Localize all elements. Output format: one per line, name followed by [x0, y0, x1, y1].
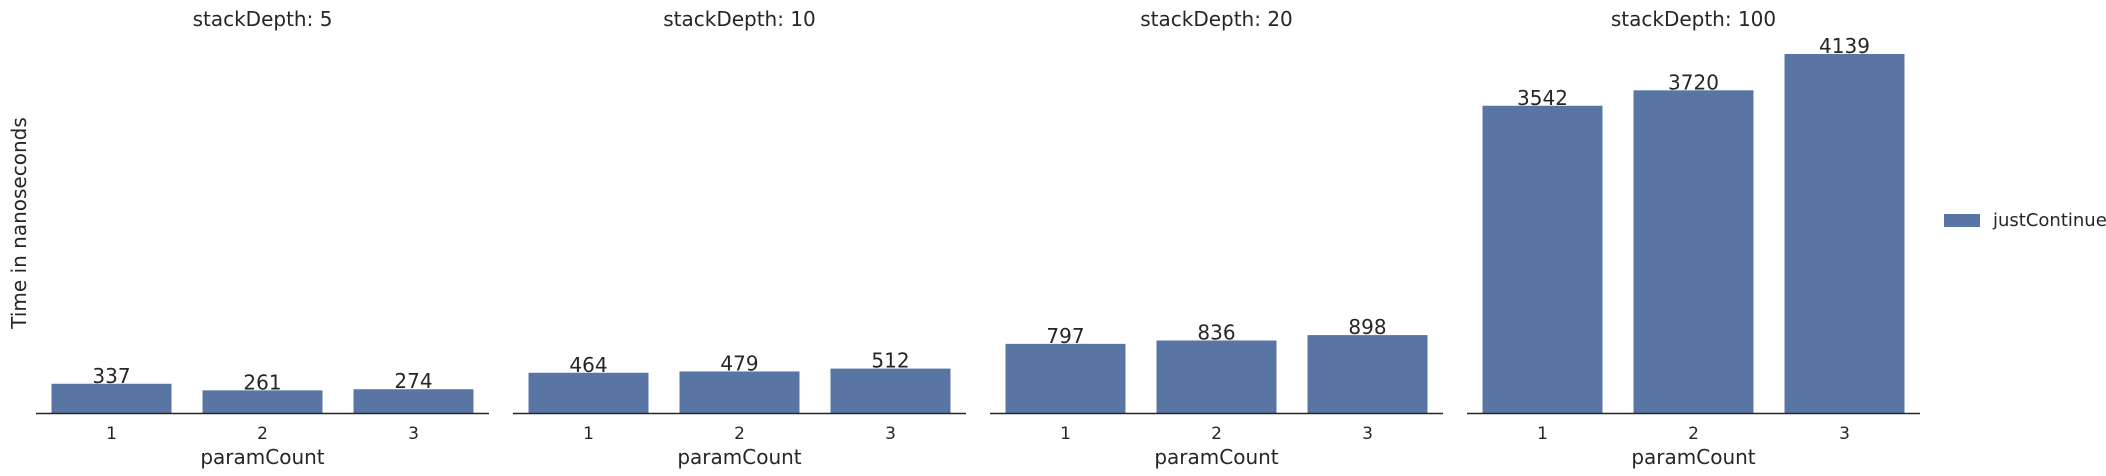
- panel-title: stackDepth: 10: [663, 7, 816, 31]
- panel-title: stackDepth: 100: [1611, 7, 1776, 31]
- x-axis-label: paramCount: [1154, 445, 1278, 469]
- bar: [51, 383, 172, 413]
- legend-label: justContinue: [1992, 210, 2106, 231]
- x-axis-label: paramCount: [1631, 445, 1755, 469]
- bar: [528, 372, 649, 413]
- x-tick-label: 1: [1537, 424, 1548, 444]
- data-label: 479: [720, 351, 758, 375]
- x-tick-label: 3: [408, 424, 419, 444]
- panel-3: stackDepth: 20 797 836 898 1 2 3 paramCount: [990, 7, 1443, 469]
- x-tick-label: 2: [1211, 424, 1222, 444]
- data-label: 464: [569, 353, 607, 377]
- data-label: 337: [92, 364, 130, 388]
- x-tick-label: 2: [1688, 424, 1699, 444]
- bar: [1633, 90, 1754, 413]
- x-axis-label: paramCount: [200, 445, 324, 469]
- data-label: 797: [1046, 324, 1084, 348]
- bar: [830, 368, 951, 413]
- bar: [353, 389, 474, 413]
- data-label: 836: [1197, 320, 1235, 344]
- y-axis-label: Time in nanoseconds: [7, 117, 31, 329]
- bar: [1307, 335, 1428, 413]
- bar: [1784, 53, 1905, 413]
- x-tick-label: 3: [1362, 424, 1373, 444]
- x-tick-label: 1: [1060, 424, 1071, 444]
- panel-4: stackDepth: 100 3542 3720 4139 1 2 3 paramCount: [1467, 7, 1920, 469]
- x-axis-label: paramCount: [677, 445, 801, 469]
- data-label: 512: [871, 349, 909, 373]
- x-tick-label: 1: [106, 424, 117, 444]
- bar: [679, 371, 800, 413]
- x-tick-label: 3: [1839, 424, 1850, 444]
- data-label: 3720: [1668, 70, 1719, 94]
- bar: [1482, 105, 1603, 414]
- data-label: 3542: [1517, 86, 1568, 110]
- legend: justContinue: [1944, 210, 2106, 231]
- bar: [1156, 340, 1277, 413]
- panel-1: stackDepth: 5 337 261 274 1 2 3 paramCount: [36, 7, 489, 469]
- x-tick-label: 3: [885, 424, 896, 444]
- data-label: 898: [1348, 315, 1386, 339]
- data-label: 4139: [1819, 34, 1870, 58]
- panel-title: stackDepth: 20: [1140, 7, 1293, 31]
- data-label: 261: [243, 370, 281, 394]
- x-tick-label: 2: [734, 424, 745, 444]
- legend-swatch: [1944, 214, 1980, 227]
- bar: [202, 390, 323, 413]
- panel-title: stackDepth: 5: [193, 7, 333, 31]
- bar: [1005, 343, 1126, 413]
- panel-2: stackDepth: 10 464 479 512 1 2 3 paramCount: [513, 7, 966, 469]
- x-tick-label: 1: [583, 424, 594, 444]
- data-label: 274: [394, 369, 432, 393]
- x-tick-label: 2: [257, 424, 268, 444]
